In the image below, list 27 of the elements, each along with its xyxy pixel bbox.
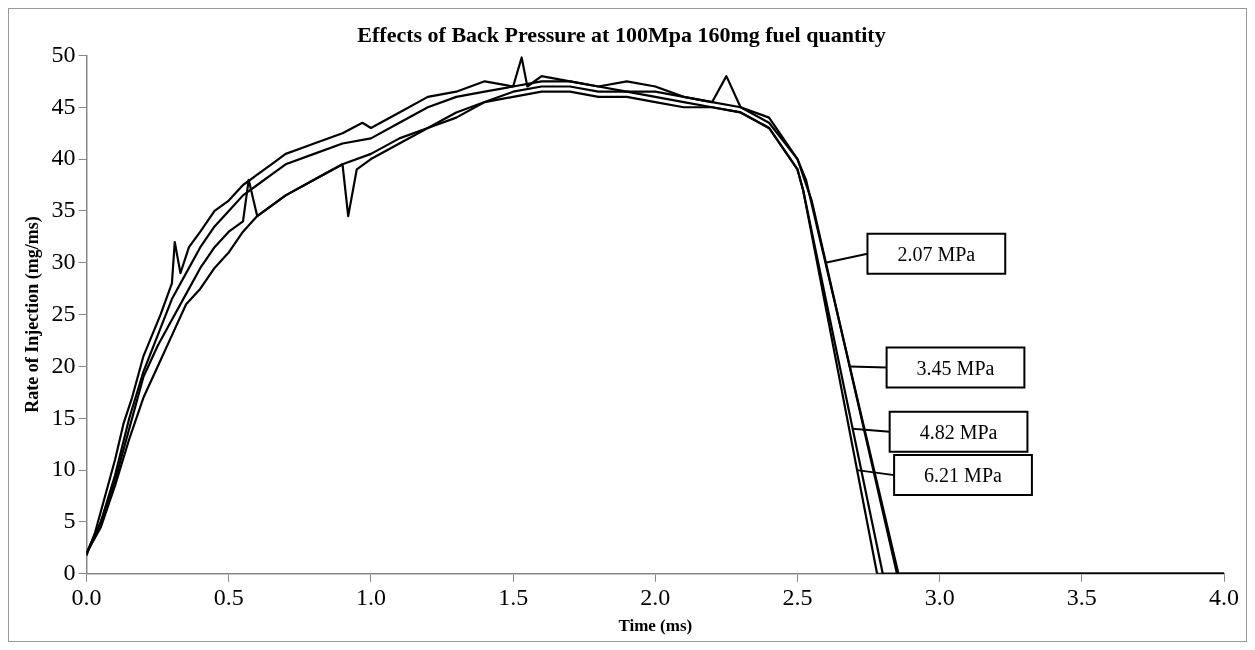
- x-axis-title: Time (ms): [618, 616, 693, 636]
- legend-label: 4.82 MPa: [919, 420, 998, 443]
- x-tick-label: 1.5: [498, 584, 529, 611]
- legend-label: 6.21 MPa: [924, 464, 1003, 487]
- y-axis-title: Rate of Injection (mg/ms): [22, 216, 44, 413]
- y-tick-label: 10: [51, 455, 76, 482]
- x-tick-label: 3.0: [924, 584, 955, 611]
- y-tick-label: 25: [51, 299, 76, 326]
- chart-title: Effects of Back Pressure at 100Mpa 160mg fuel quantity: [357, 21, 886, 47]
- y-tick-label: 30: [51, 248, 76, 275]
- y-tick-label: 45: [51, 92, 76, 119]
- legend-label: 2.07 MPa: [897, 243, 976, 266]
- x-tick-label: 0.0: [71, 584, 102, 611]
- y-tick-label: 50: [51, 40, 76, 67]
- x-tick-label: 1.0: [355, 584, 386, 611]
- y-tick-label: 35: [51, 196, 76, 223]
- y-tick-label: 40: [51, 144, 76, 171]
- y-tick-label: 0: [63, 559, 76, 586]
- x-tick-label: 3.5: [1066, 584, 1097, 611]
- y-tick-label: 5: [63, 507, 76, 534]
- x-tick-label: 4.0: [1209, 584, 1239, 611]
- x-tick-label: 2.5: [782, 584, 813, 611]
- x-tick-label: 0.5: [213, 584, 244, 611]
- y-tick-label: 20: [51, 351, 76, 378]
- x-tick-label: 2.0: [640, 584, 671, 611]
- legend-label: 3.45 MPa: [916, 356, 995, 379]
- y-tick-label: 15: [51, 403, 76, 430]
